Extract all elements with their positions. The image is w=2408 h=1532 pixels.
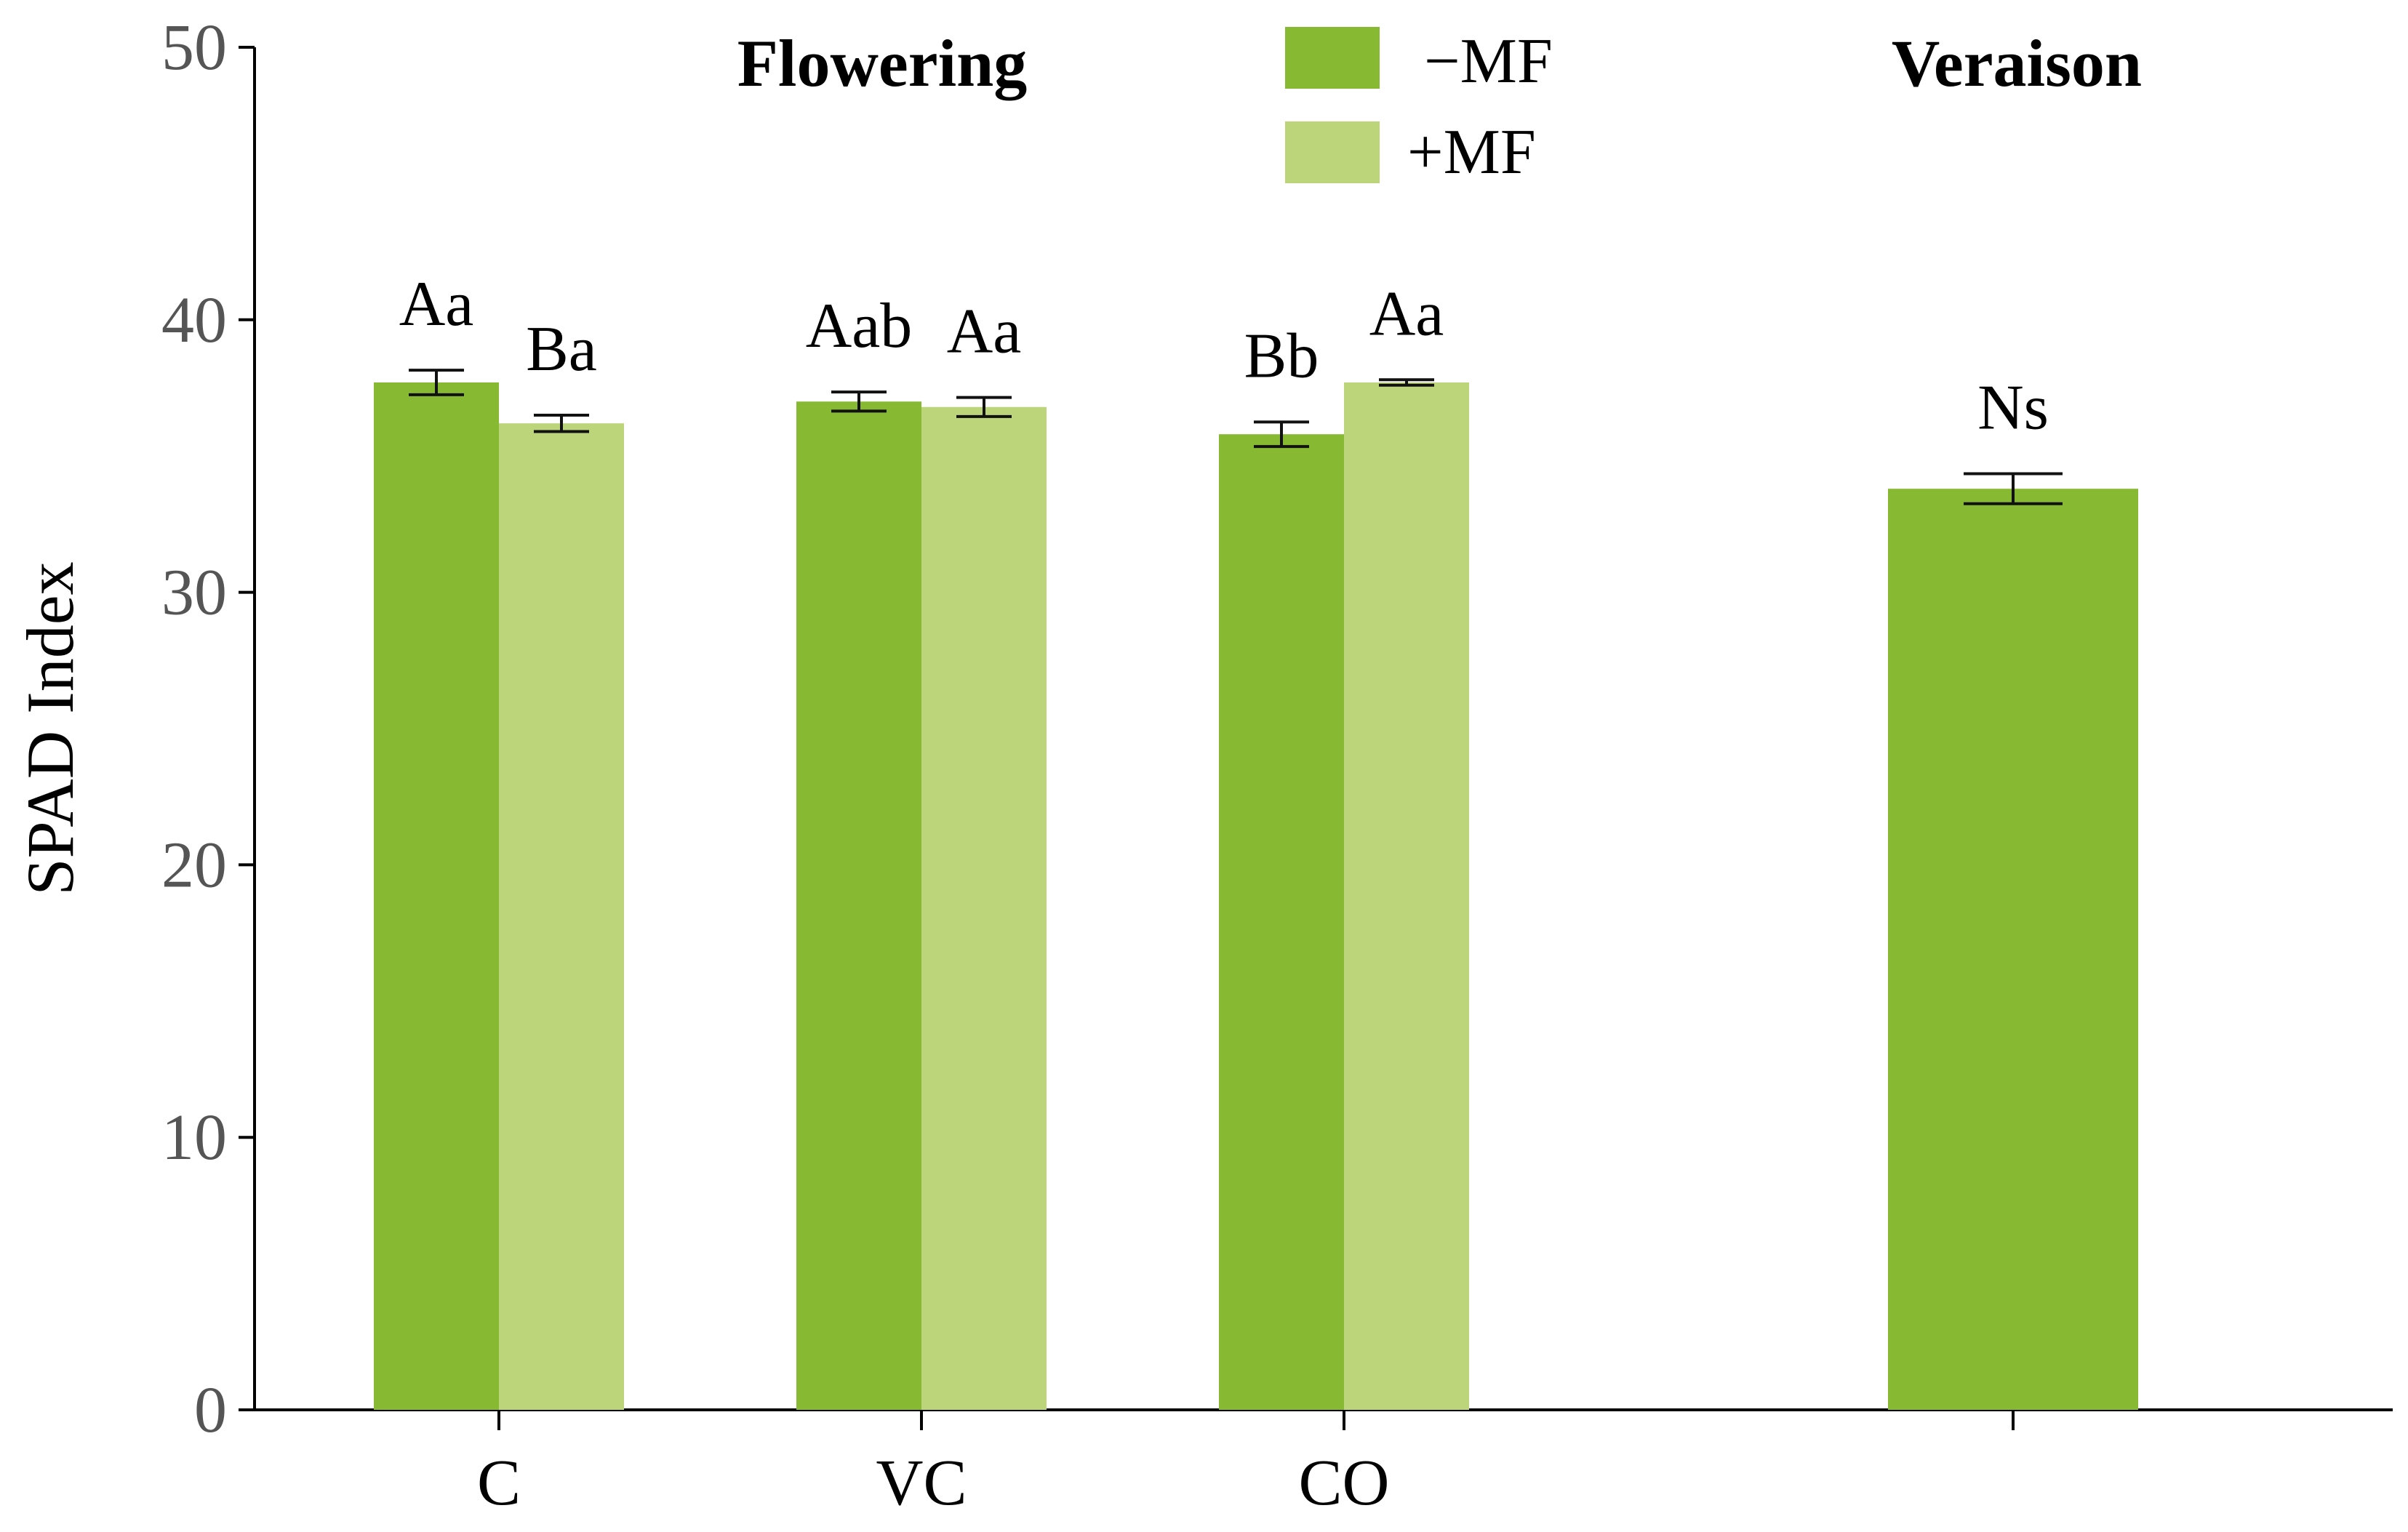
error-bar-minus-mf-veraison-none <box>1964 472 2063 505</box>
bar-plus-mf-flowering-vc <box>921 406 1047 1410</box>
panel-titles: Flowering Veraison <box>737 26 2142 100</box>
error-bar-plus-mf-flowering-c <box>534 413 589 433</box>
x-tick-label-c: C <box>477 1447 521 1519</box>
sig-label-minus-mf-flowering-c: Aa <box>399 269 474 340</box>
y-tick-label-50: 50 <box>161 12 227 84</box>
y-tick-label-20: 20 <box>161 829 227 901</box>
y-axis-title: SPAD Index <box>13 561 87 895</box>
x-tick-label-vc: VC <box>876 1447 967 1519</box>
sig-label-minus-mf-flowering-vc: Aab <box>806 291 913 361</box>
axes: SPAD Index 0 10 20 30 40 50 C VC CO <box>13 12 2393 1519</box>
legend-label-plus-mf: +MF <box>1407 117 1536 188</box>
y-tick-label-0: 0 <box>194 1374 227 1446</box>
sig-label-plus-mf-flowering-vc: Aa <box>947 297 1022 367</box>
bar-minus-mf-flowering-vc <box>796 401 921 1410</box>
sig-label-plus-mf-flowering-c: Ba <box>526 314 597 385</box>
bar-plus-mf-flowering-c <box>499 423 624 1410</box>
x-tick-label-co: CO <box>1298 1447 1389 1519</box>
panel-title-veraison: Veraison <box>1892 26 2142 100</box>
error-bar-plus-mf-flowering-vc <box>956 396 1012 418</box>
legend-swatch-plus-mf <box>1285 121 1380 183</box>
legend: −MF +MF <box>1285 26 1553 188</box>
legend-swatch-minus-mf <box>1285 27 1380 89</box>
sig-label-minus-mf-veraison-none: Ns <box>1977 373 2049 444</box>
sig-label-plus-mf-flowering-co: Aa <box>1369 278 1444 349</box>
bar-minus-mf-flowering-co <box>1219 434 1344 1410</box>
legend-label-minus-mf: −MF <box>1424 26 1553 97</box>
panel-title-flowering: Flowering <box>737 26 1028 100</box>
error-bar-minus-mf-flowering-vc <box>831 390 887 413</box>
sig-label-minus-mf-flowering-co: Bb <box>1244 321 1319 391</box>
error-bar-minus-mf-flowering-co <box>1254 420 1309 449</box>
y-tick-label-40: 40 <box>161 284 227 356</box>
y-tick-label-10: 10 <box>161 1102 227 1174</box>
error-bar-minus-mf-flowering-c <box>409 369 464 396</box>
error-bar-plus-mf-flowering-co <box>1379 378 1434 387</box>
bar-minus-mf-veraison-none <box>1888 489 2138 1410</box>
bars-layer: Aa Aab Bb Ns Ba Aa Aa <box>374 269 2138 1410</box>
y-tick-label-30: 30 <box>161 557 227 629</box>
bar-minus-mf-flowering-c <box>374 382 499 1410</box>
bar-plus-mf-flowering-co <box>1344 382 1469 1410</box>
